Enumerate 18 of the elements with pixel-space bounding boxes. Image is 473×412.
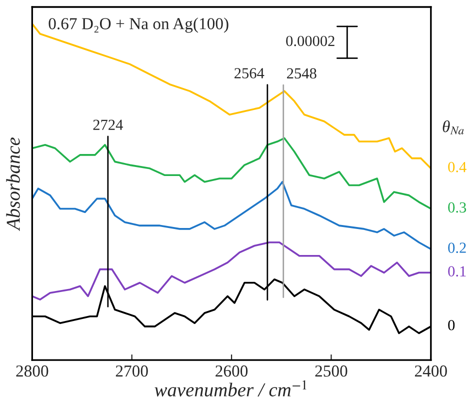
series-label: 0.3	[448, 202, 466, 213]
series-label: 0.2	[448, 242, 466, 254]
legend-title: θ$_{Na}$	[442, 120, 464, 134]
chart-title: 0.67 D₂O + Na on Ag(100)	[48, 18, 228, 33]
ref-line-label: 2564	[234, 68, 264, 78]
series-label: 0.1	[448, 266, 466, 277]
x-tick-label: 2700	[116, 365, 148, 377]
x-tick-label: 2500	[315, 365, 348, 377]
series-label: 0.4	[448, 162, 466, 172]
ref-line-label: 2724	[93, 120, 123, 130]
series-label: 0	[448, 320, 455, 330]
annotation: 0.00002	[286, 36, 334, 46]
x-axis-title: wavenumber / cm$^{−1}$	[154, 380, 306, 396]
ref-line-label: 2548	[287, 68, 316, 79]
x-tick-label: 2400	[414, 365, 447, 377]
x-tick-label: 2800	[16, 365, 48, 377]
x-tick-label: 2600	[216, 365, 248, 377]
y-axis-title: Absorbance	[6, 138, 20, 232]
